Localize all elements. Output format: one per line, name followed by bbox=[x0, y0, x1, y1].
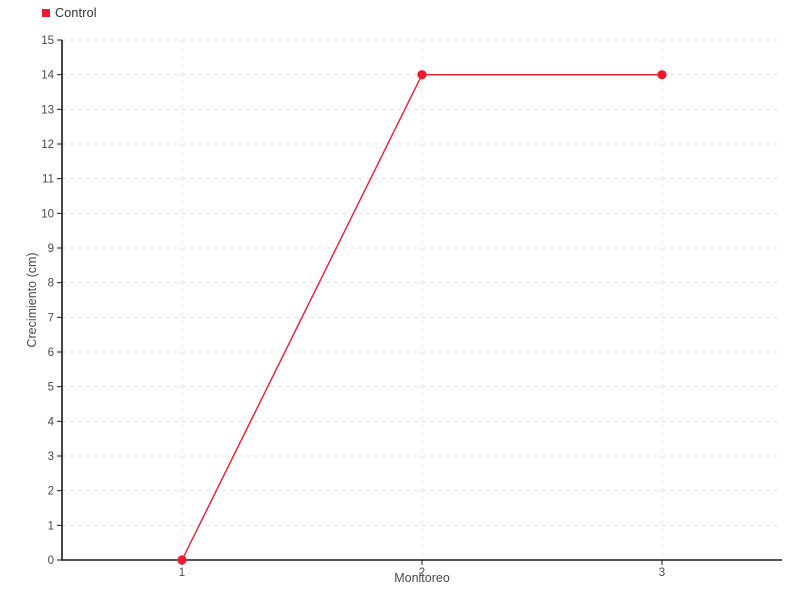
y-tick-label: 8 bbox=[48, 278, 54, 290]
legend-label-control: Control bbox=[55, 6, 97, 20]
y-tick-label: 7 bbox=[48, 312, 54, 324]
y-tick-label: 13 bbox=[41, 104, 54, 116]
y-tick-label: 3 bbox=[48, 451, 54, 463]
data-point-control[interactable] bbox=[177, 555, 187, 565]
y-tick-label: 0 bbox=[48, 555, 54, 567]
data-point-control[interactable] bbox=[657, 70, 667, 80]
y-tick-label: 12 bbox=[41, 139, 54, 151]
x-axis-title: Monitoreo bbox=[394, 571, 450, 585]
x-tick-label: 2 bbox=[419, 567, 425, 579]
y-axis-title: Crecimiento (cm) bbox=[25, 252, 39, 347]
y-tick-label: 1 bbox=[48, 520, 54, 532]
x-tick-label: 1 bbox=[179, 567, 185, 579]
legend[interactable]: Control bbox=[42, 7, 97, 20]
y-tick-label: 4 bbox=[48, 416, 55, 428]
data-point-control[interactable] bbox=[417, 70, 427, 80]
legend-swatch-control bbox=[42, 9, 50, 18]
y-tick-label: 5 bbox=[48, 382, 54, 394]
y-tick-label: 2 bbox=[48, 486, 54, 498]
y-tick-label: 14 bbox=[41, 70, 54, 82]
y-tick-label: 11 bbox=[42, 174, 54, 186]
y-tick-label: 6 bbox=[48, 347, 54, 359]
y-tick-label: 9 bbox=[48, 243, 54, 255]
y-tick-label: 10 bbox=[41, 208, 54, 220]
x-tick-label: 3 bbox=[659, 567, 665, 579]
y-tick-label: 15 bbox=[41, 35, 54, 47]
